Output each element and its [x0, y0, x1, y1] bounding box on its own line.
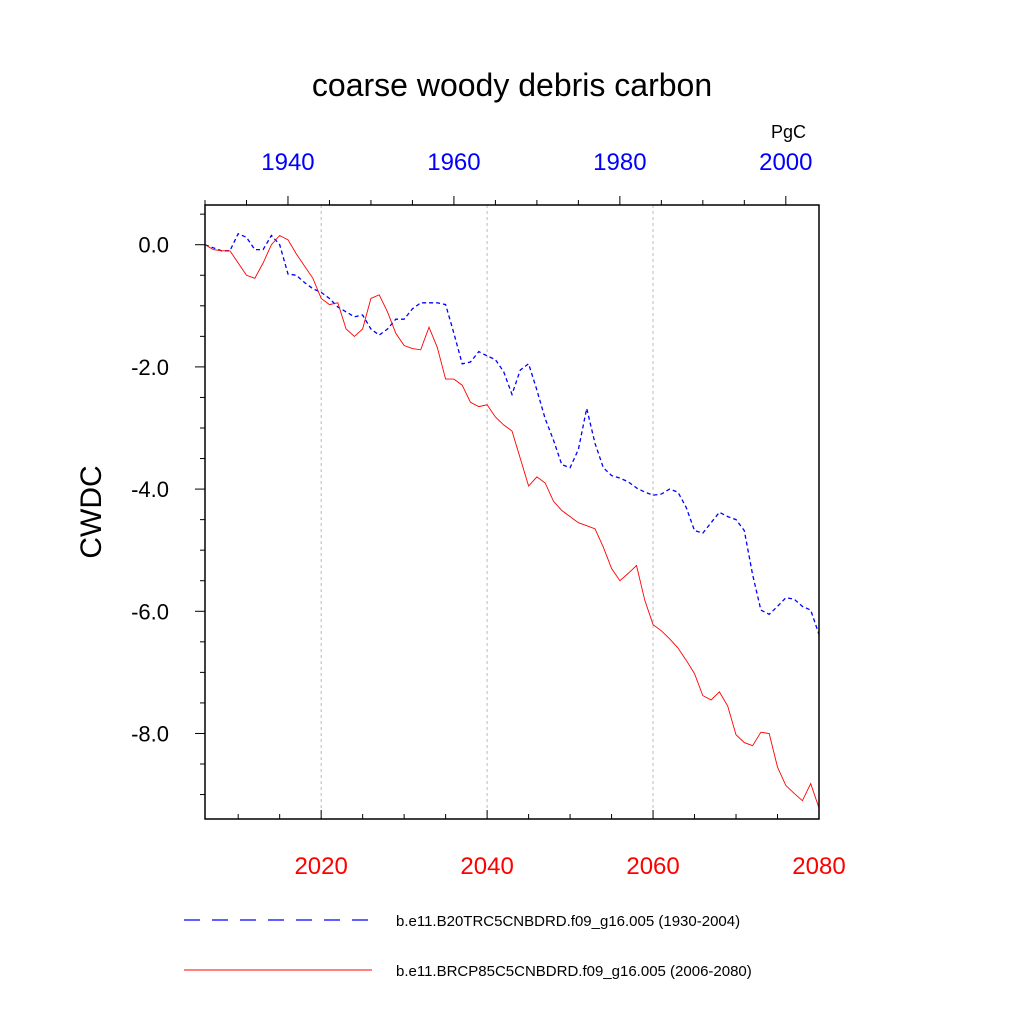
top-tick-label: 1960	[427, 149, 480, 176]
top-tick-label: 1980	[593, 149, 646, 176]
bottom-tick-label: 2040	[460, 853, 513, 880]
grid-lines	[320, 205, 654, 819]
top-tick-label: 1940	[261, 149, 314, 176]
y-tick-label: -2.0	[131, 355, 169, 380]
bottom-tick-label: 2060	[626, 853, 679, 880]
series-line-historical	[204, 232, 820, 635]
y-axis-label: CWDC	[75, 465, 108, 558]
y-tick-label: 0.0	[138, 233, 169, 258]
bottom-tick-label: 2020	[294, 853, 347, 880]
bottom-tick-label: 2080	[792, 853, 845, 880]
top-tick-label: 2000	[759, 149, 812, 176]
chart-title: coarse woody debris carbon	[312, 67, 712, 103]
legend-label: b.e11.BRCP85C5CNBDRD.f09_g16.005 (2006-2…	[396, 963, 752, 980]
y-tick-label: -6.0	[131, 599, 169, 624]
y-tick-label: -8.0	[131, 721, 169, 746]
legend: b.e11.B20TRC5CNBDRD.f09_g16.005 (1930-20…	[184, 913, 752, 980]
series-line-rcp85	[204, 234, 820, 809]
units-label: PgC	[771, 122, 806, 142]
y-tick-label: -4.0	[131, 477, 169, 502]
axis-ticks: 0.0 -2.0 -4.0 -6.0 -8.0 1940 1960 1980 2000 2020 2…	[131, 149, 846, 880]
plot-frame	[204, 204, 820, 820]
series-layer	[204, 232, 820, 809]
legend-label: b.e11.B20TRC5CNBDRD.f09_g16.005 (1930-20…	[396, 913, 740, 930]
